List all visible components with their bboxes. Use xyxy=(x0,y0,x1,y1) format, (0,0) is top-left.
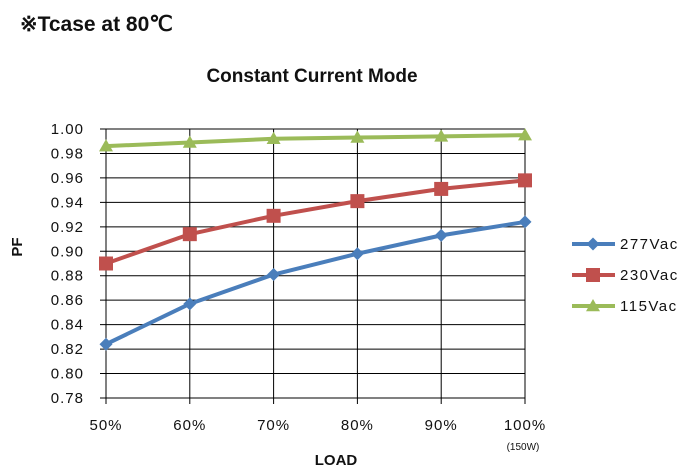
point-115Vac-50% xyxy=(99,139,113,152)
legend-item-277Vac: 277Vac xyxy=(572,236,679,253)
x-sublabel-150w: (150W) xyxy=(507,442,540,453)
point-115Vac-100% xyxy=(518,128,532,141)
point-115Vac-80% xyxy=(350,130,365,143)
series-layer xyxy=(99,128,532,351)
x-tick-label: 50% xyxy=(89,417,122,434)
point-115Vac-70% xyxy=(266,131,281,145)
legend: 277Vac 230Vac 115Vac xyxy=(572,236,679,315)
point-277Vac-60% xyxy=(183,297,197,311)
tcase-note: ※Tcase at 80℃ xyxy=(20,13,173,36)
point-115Vac-90% xyxy=(434,129,449,142)
y-tick-label: 0.80 xyxy=(51,366,84,383)
x-tick-label: 100% xyxy=(504,417,546,434)
legend-item-115Vac: 115Vac xyxy=(572,298,678,315)
legend-marker xyxy=(586,268,600,282)
y-tick-label: 0.86 xyxy=(51,292,84,309)
y-tick-label: 0.98 xyxy=(51,145,84,162)
y-tick-label: 0.82 xyxy=(51,341,84,358)
point-277Vac-80% xyxy=(350,247,364,261)
x-axis-title: LOAD xyxy=(315,452,358,468)
y-tick-label: 1.00 xyxy=(51,121,84,138)
chart-title: Constant Current Mode xyxy=(206,66,417,87)
y-tick-label: 0.78 xyxy=(51,390,84,407)
y-tick-label: 0.90 xyxy=(51,243,84,260)
series-line-277Vac xyxy=(104,219,527,347)
x-tick-label: 80% xyxy=(341,417,374,434)
legend-label: 277Vac xyxy=(620,236,679,253)
y-tick-label: 0.84 xyxy=(51,317,84,334)
y-tick-label: 0.96 xyxy=(51,170,84,187)
series-230Vac xyxy=(99,173,532,271)
point-115Vac-60% xyxy=(182,135,197,148)
x-tick-label: 70% xyxy=(257,417,290,434)
series-277Vac xyxy=(99,215,532,351)
legend-item-230Vac: 230Vac xyxy=(572,267,679,284)
y-axis-title: PF xyxy=(9,237,26,256)
y-axis-ticks: 0.78 0.80 0.82 0.84 0.86 0.88 0.90 0.92 0.94 0.96… xyxy=(51,121,84,407)
point-277Vac-100% xyxy=(518,215,532,229)
point-277Vac-90% xyxy=(434,228,448,242)
series-line-230Vac xyxy=(104,178,527,266)
legend-label: 230Vac xyxy=(620,267,679,284)
y-tick-label: 0.88 xyxy=(51,268,84,285)
x-tick-label: 60% xyxy=(173,417,206,434)
x-axis-ticks: 50% 60% 70% 80% 90% 100% xyxy=(89,417,546,434)
y-tick-label: 0.92 xyxy=(51,219,84,236)
y-tick-label: 0.94 xyxy=(51,194,84,211)
series-115Vac xyxy=(99,128,532,152)
point-230Vac-70% xyxy=(266,208,281,223)
series-line-115Vac xyxy=(104,133,527,149)
point-230Vac-90% xyxy=(434,181,449,196)
point-277Vac-50% xyxy=(99,337,113,351)
legend-marker xyxy=(586,299,600,312)
point-230Vac-100% xyxy=(518,173,532,188)
point-230Vac-50% xyxy=(99,256,113,271)
x-tick-label: 90% xyxy=(425,417,458,434)
point-277Vac-70% xyxy=(267,268,281,282)
legend-label: 115Vac xyxy=(620,298,678,315)
point-230Vac-60% xyxy=(182,227,197,242)
legend-marker xyxy=(586,237,600,251)
point-230Vac-80% xyxy=(350,194,365,209)
